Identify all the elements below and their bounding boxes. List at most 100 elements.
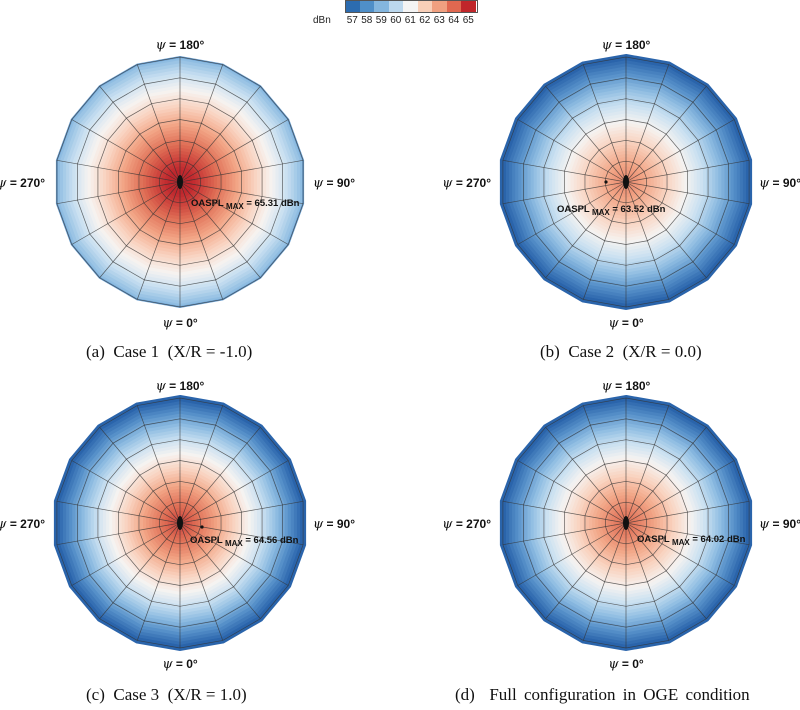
psi-symbol: ψ — [608, 316, 619, 331]
grid-spoke — [625, 522, 707, 619]
grid-spoke — [99, 522, 181, 619]
angle-label-bottom: ψ = 0° — [608, 316, 644, 331]
grid-spoke — [179, 405, 224, 524]
colorbar-tick-label: 63 — [433, 15, 445, 26]
angle-label-left: ψ = 270° — [0, 517, 45, 532]
psi-symbol: ψ — [442, 176, 453, 191]
grid-spoke — [179, 522, 261, 619]
grid-spoke — [545, 522, 627, 619]
colorbar: 57 58 59 60 61 62 63 64 65 — [311, 0, 478, 32]
angle-value: = 90° — [323, 517, 355, 531]
annotation-subscript: MAX — [590, 208, 611, 217]
caption-c: (c) Case 3 (X/R = 1.0) — [86, 685, 247, 704]
psi-symbol: ψ — [162, 657, 173, 672]
grid-spoke — [179, 119, 289, 183]
angle-label-top: ψ = 180° — [602, 379, 651, 394]
angle-value: = 180° — [612, 379, 651, 393]
psi-symbol: ψ — [0, 517, 7, 532]
colorbar-tick-label: 64 — [448, 15, 460, 26]
psi-symbol: ψ — [759, 176, 770, 191]
grid-spoke — [625, 522, 750, 546]
grid-spoke — [517, 460, 627, 524]
angle-label-bottom: ψ = 0° — [162, 657, 198, 672]
grid-spoke — [71, 460, 181, 524]
colorbar-swatch — [403, 0, 418, 12]
grid-spoke — [582, 64, 627, 183]
grid-spoke — [582, 522, 627, 641]
annotation-subscript: MAX — [670, 538, 691, 547]
grid-spoke — [502, 159, 627, 183]
grid-spoke — [179, 64, 224, 183]
angle-value: = 0° — [619, 316, 644, 330]
psi-symbol: ψ — [442, 517, 453, 532]
colorbar-tick-label: 57 — [346, 15, 358, 26]
angle-label-left: ψ = 270° — [442, 517, 491, 532]
psi-symbol: ψ — [313, 176, 324, 191]
grid-spoke — [179, 181, 261, 278]
annotation-value: = 64.02 dBn — [690, 534, 746, 545]
psi-symbol: ψ — [602, 379, 613, 394]
annotation-prefix: OASPL — [637, 534, 670, 545]
angle-label-top: ψ = 180° — [156, 379, 205, 394]
max-point — [624, 521, 628, 525]
psi-symbol: ψ — [156, 38, 167, 53]
grid-spoke — [136, 181, 181, 300]
psi-symbol: ψ — [156, 379, 167, 394]
colorbar-frame — [345, 0, 478, 13]
grid-spoke — [582, 181, 627, 300]
annotation-value: = 64.56 dBn — [243, 535, 299, 546]
grid-spoke — [179, 522, 224, 641]
colorbar-label: dBn — [313, 15, 331, 26]
grid-spoke — [179, 522, 289, 586]
max-point — [200, 525, 204, 529]
colorbar-swatch — [388, 0, 404, 12]
psi-symbol: ψ — [162, 316, 173, 331]
hub-marker — [623, 175, 629, 189]
annotation-prefix: OASPL — [557, 204, 590, 215]
angle-value: = 180° — [166, 379, 205, 393]
angle-label-bottom: ψ = 0° — [162, 316, 198, 331]
grid-spoke — [179, 86, 261, 183]
grid-spoke — [625, 522, 735, 586]
oaspl-max-annotation: OASPL MAX = 65.31 dBn — [191, 198, 300, 211]
grid-spoke — [71, 522, 181, 586]
angle-value: = 180° — [612, 38, 651, 52]
colorbar-tick-label: 65 — [462, 15, 474, 26]
angle-value: = 270° — [7, 517, 46, 531]
annotation-value: = 65.31 dBn — [244, 198, 300, 209]
grid-spoke — [625, 522, 670, 641]
angle-value: = 270° — [453, 176, 492, 190]
grid-spoke — [179, 181, 304, 205]
grid-spoke — [625, 427, 707, 524]
grid-spoke — [99, 86, 181, 183]
grid-spoke — [582, 405, 627, 524]
angle-label-right: ψ = 90° — [313, 176, 355, 191]
oaspl-max-annotation: OASPL MAX = 64.56 dBn — [190, 535, 299, 548]
grid-spoke — [179, 181, 224, 300]
grid-spoke — [625, 86, 707, 183]
grid-spoke — [56, 159, 181, 183]
angle-value: = 270° — [453, 517, 492, 531]
grid-spoke — [625, 64, 670, 183]
angle-label-top: ψ = 180° — [156, 38, 205, 53]
grid-spoke — [625, 181, 735, 245]
colorbar-tick-label: 59 — [375, 15, 387, 26]
grid-spoke — [179, 181, 289, 245]
annotation-value: = 63.52 dBn — [610, 204, 666, 215]
grid-spoke — [625, 181, 707, 278]
psi-symbol: ψ — [759, 517, 770, 532]
caption-b: (b) Case 2 (X/R = 0.0) — [540, 342, 702, 361]
annotation-subscript: MAX — [223, 539, 244, 548]
polar-plot-c: ψ = 180°ψ = 0°ψ = 90°ψ = 270°OASPL MAX =… — [0, 379, 355, 672]
caption-a: (a) Case 1 (X/R = -1.0) — [86, 342, 253, 361]
grid-spoke — [502, 181, 627, 205]
colorbar-tick-label: 61 — [404, 15, 416, 26]
caption-d: (d) Full configuration in OGE condition — [455, 685, 750, 704]
angle-value: = 90° — [769, 517, 800, 531]
grid-spoke — [136, 522, 181, 641]
angle-label-top: ψ = 180° — [602, 38, 651, 53]
colorbar-swatch — [432, 0, 447, 12]
grid-spoke — [71, 119, 181, 183]
grid-spoke — [56, 500, 181, 524]
